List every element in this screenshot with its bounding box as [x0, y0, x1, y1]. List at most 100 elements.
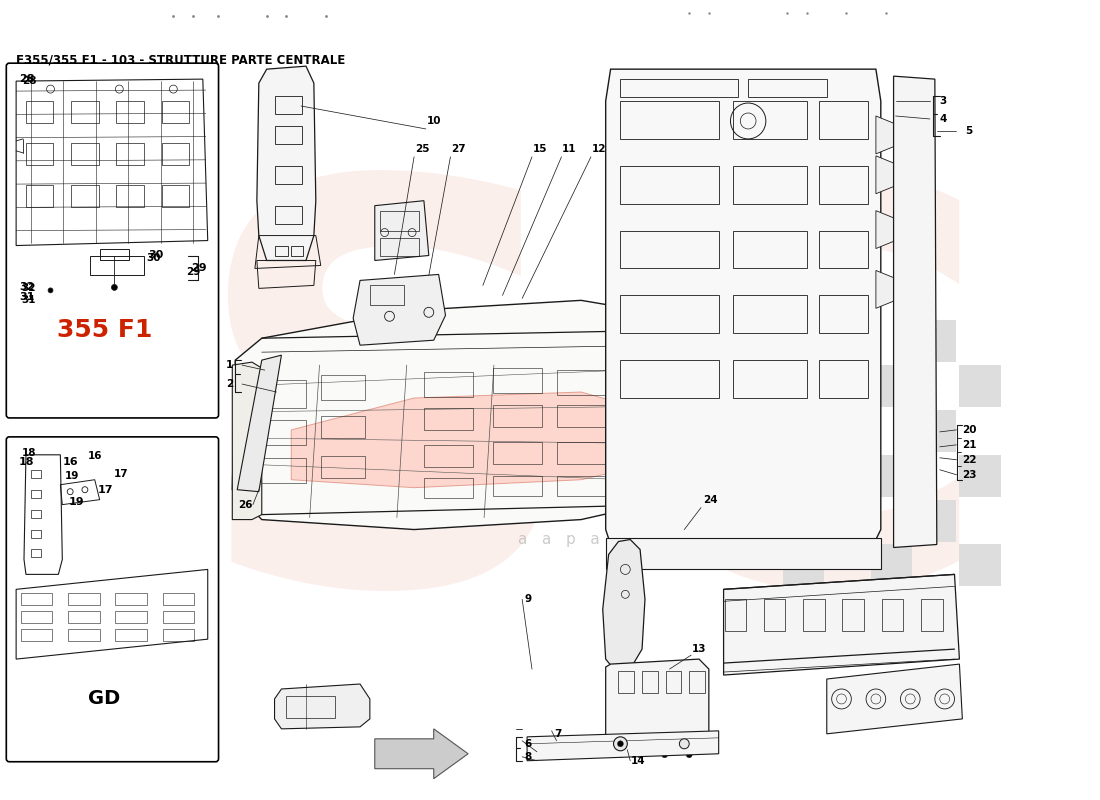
Bar — [818, 101, 868, 139]
Bar — [827, 410, 868, 452]
Polygon shape — [232, 300, 680, 530]
Bar — [959, 365, 1001, 407]
Bar — [738, 320, 780, 362]
Text: 4: 4 — [939, 114, 946, 124]
Text: 19: 19 — [68, 497, 84, 506]
Bar — [734, 360, 807, 398]
Bar — [915, 500, 957, 542]
Bar — [620, 230, 718, 269]
Bar — [26, 101, 54, 123]
Polygon shape — [724, 574, 959, 675]
Bar — [959, 545, 1001, 586]
Bar — [915, 320, 957, 362]
Bar — [818, 230, 868, 269]
Bar — [620, 101, 718, 139]
Bar — [803, 599, 825, 631]
Bar — [72, 143, 99, 165]
FancyBboxPatch shape — [7, 63, 219, 418]
Polygon shape — [292, 392, 645, 488]
Text: 32: 32 — [19, 282, 34, 292]
Bar — [31, 490, 41, 498]
Bar — [818, 360, 868, 398]
Bar — [163, 630, 194, 641]
Bar — [379, 238, 419, 255]
Bar — [725, 599, 746, 631]
Bar — [871, 365, 912, 407]
Polygon shape — [275, 684, 370, 729]
Bar — [424, 372, 473, 397]
Bar — [370, 286, 405, 306]
Bar — [116, 594, 146, 606]
Bar — [734, 166, 807, 204]
Text: 23: 23 — [962, 470, 977, 480]
Text: 21: 21 — [962, 440, 977, 450]
Text: 18: 18 — [22, 448, 36, 458]
Text: SC: SC — [187, 160, 994, 699]
Bar — [31, 530, 41, 538]
Circle shape — [662, 752, 668, 758]
Polygon shape — [893, 76, 937, 547]
Text: 17: 17 — [98, 485, 113, 494]
Bar — [734, 101, 807, 139]
Bar — [734, 295, 807, 334]
Polygon shape — [257, 66, 316, 261]
Circle shape — [617, 752, 624, 758]
Bar — [31, 510, 41, 518]
Bar — [68, 630, 100, 641]
Bar — [321, 416, 365, 438]
Bar — [100, 249, 129, 261]
Circle shape — [686, 752, 692, 758]
Bar — [493, 368, 542, 393]
Bar — [734, 230, 807, 269]
Bar — [642, 671, 658, 693]
Polygon shape — [527, 731, 718, 761]
Text: 19: 19 — [65, 470, 79, 481]
Bar — [379, 210, 419, 230]
Bar — [117, 185, 144, 206]
Bar — [915, 410, 957, 452]
Bar — [493, 442, 542, 464]
Bar — [827, 320, 868, 362]
Bar — [163, 611, 194, 623]
Bar — [275, 246, 288, 255]
Bar — [818, 166, 868, 204]
Bar — [162, 101, 189, 123]
Circle shape — [617, 741, 624, 746]
Bar — [275, 126, 302, 144]
Text: 8: 8 — [525, 752, 531, 762]
Circle shape — [48, 288, 53, 293]
Bar — [557, 370, 611, 395]
Text: 16: 16 — [63, 457, 78, 466]
Text: 29: 29 — [186, 267, 200, 278]
Text: 31: 31 — [22, 295, 36, 306]
Polygon shape — [353, 274, 446, 345]
Polygon shape — [603, 539, 645, 671]
Bar — [871, 455, 912, 497]
Bar — [286, 696, 336, 718]
Text: 29: 29 — [191, 263, 207, 274]
Text: 15: 15 — [532, 144, 547, 154]
Bar — [763, 599, 785, 631]
Bar — [620, 360, 718, 398]
Text: 14: 14 — [630, 756, 646, 766]
Bar — [690, 671, 705, 693]
Circle shape — [637, 752, 644, 758]
Polygon shape — [238, 355, 282, 492]
Bar — [321, 375, 365, 400]
Text: 12: 12 — [592, 144, 606, 154]
Bar — [618, 671, 635, 693]
Bar — [871, 545, 912, 586]
Text: F355/355 F1 - 103 - STRUTTURE PARTE CENTRALE: F355/355 F1 - 103 - STRUTTURE PARTE CENT… — [16, 54, 345, 66]
Text: 9: 9 — [525, 594, 531, 604]
Bar — [620, 166, 718, 204]
Polygon shape — [876, 270, 895, 308]
Text: 18: 18 — [19, 457, 34, 466]
Bar — [557, 442, 611, 464]
Circle shape — [111, 285, 118, 290]
Bar — [666, 671, 681, 693]
Text: 7: 7 — [553, 729, 561, 739]
Text: 6: 6 — [525, 739, 531, 749]
Text: 20: 20 — [962, 425, 977, 435]
Bar — [557, 476, 611, 496]
Bar — [21, 594, 53, 606]
